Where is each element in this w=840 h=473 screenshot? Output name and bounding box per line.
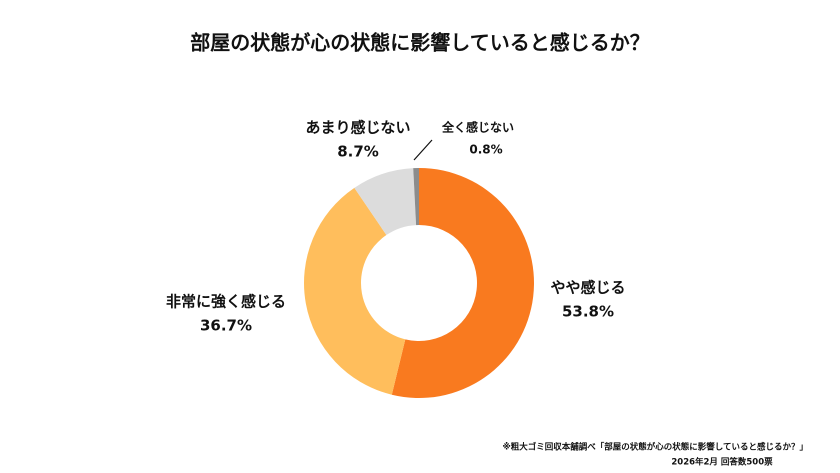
slice-label: やや感じる [550,279,625,297]
leader-line [413,139,433,161]
slice-label: 全く感じない [441,120,514,135]
slice-value: 8.7% [337,143,379,161]
source-note: 2026年2月 回答数500票 [671,457,773,468]
slice-value: 36.7% [200,317,252,335]
source-note: ※粗大ゴミ回収本舗調べ「部屋の状態が心の状態に影響していると感じるか？」 [502,442,808,453]
slice-label: あまり感じない [305,119,410,137]
donut-slice [391,168,535,398]
chart-title: 部屋の状態が心の状態に影響していると感じるか？ [190,31,649,55]
donut-slice [413,168,419,226]
slice-label: 非常に強く感じる [166,293,286,311]
donut-slice [354,168,417,236]
donut-slice [303,187,406,395]
slice-value: 0.8% [469,143,502,157]
slice-value: 53.8% [562,303,614,321]
